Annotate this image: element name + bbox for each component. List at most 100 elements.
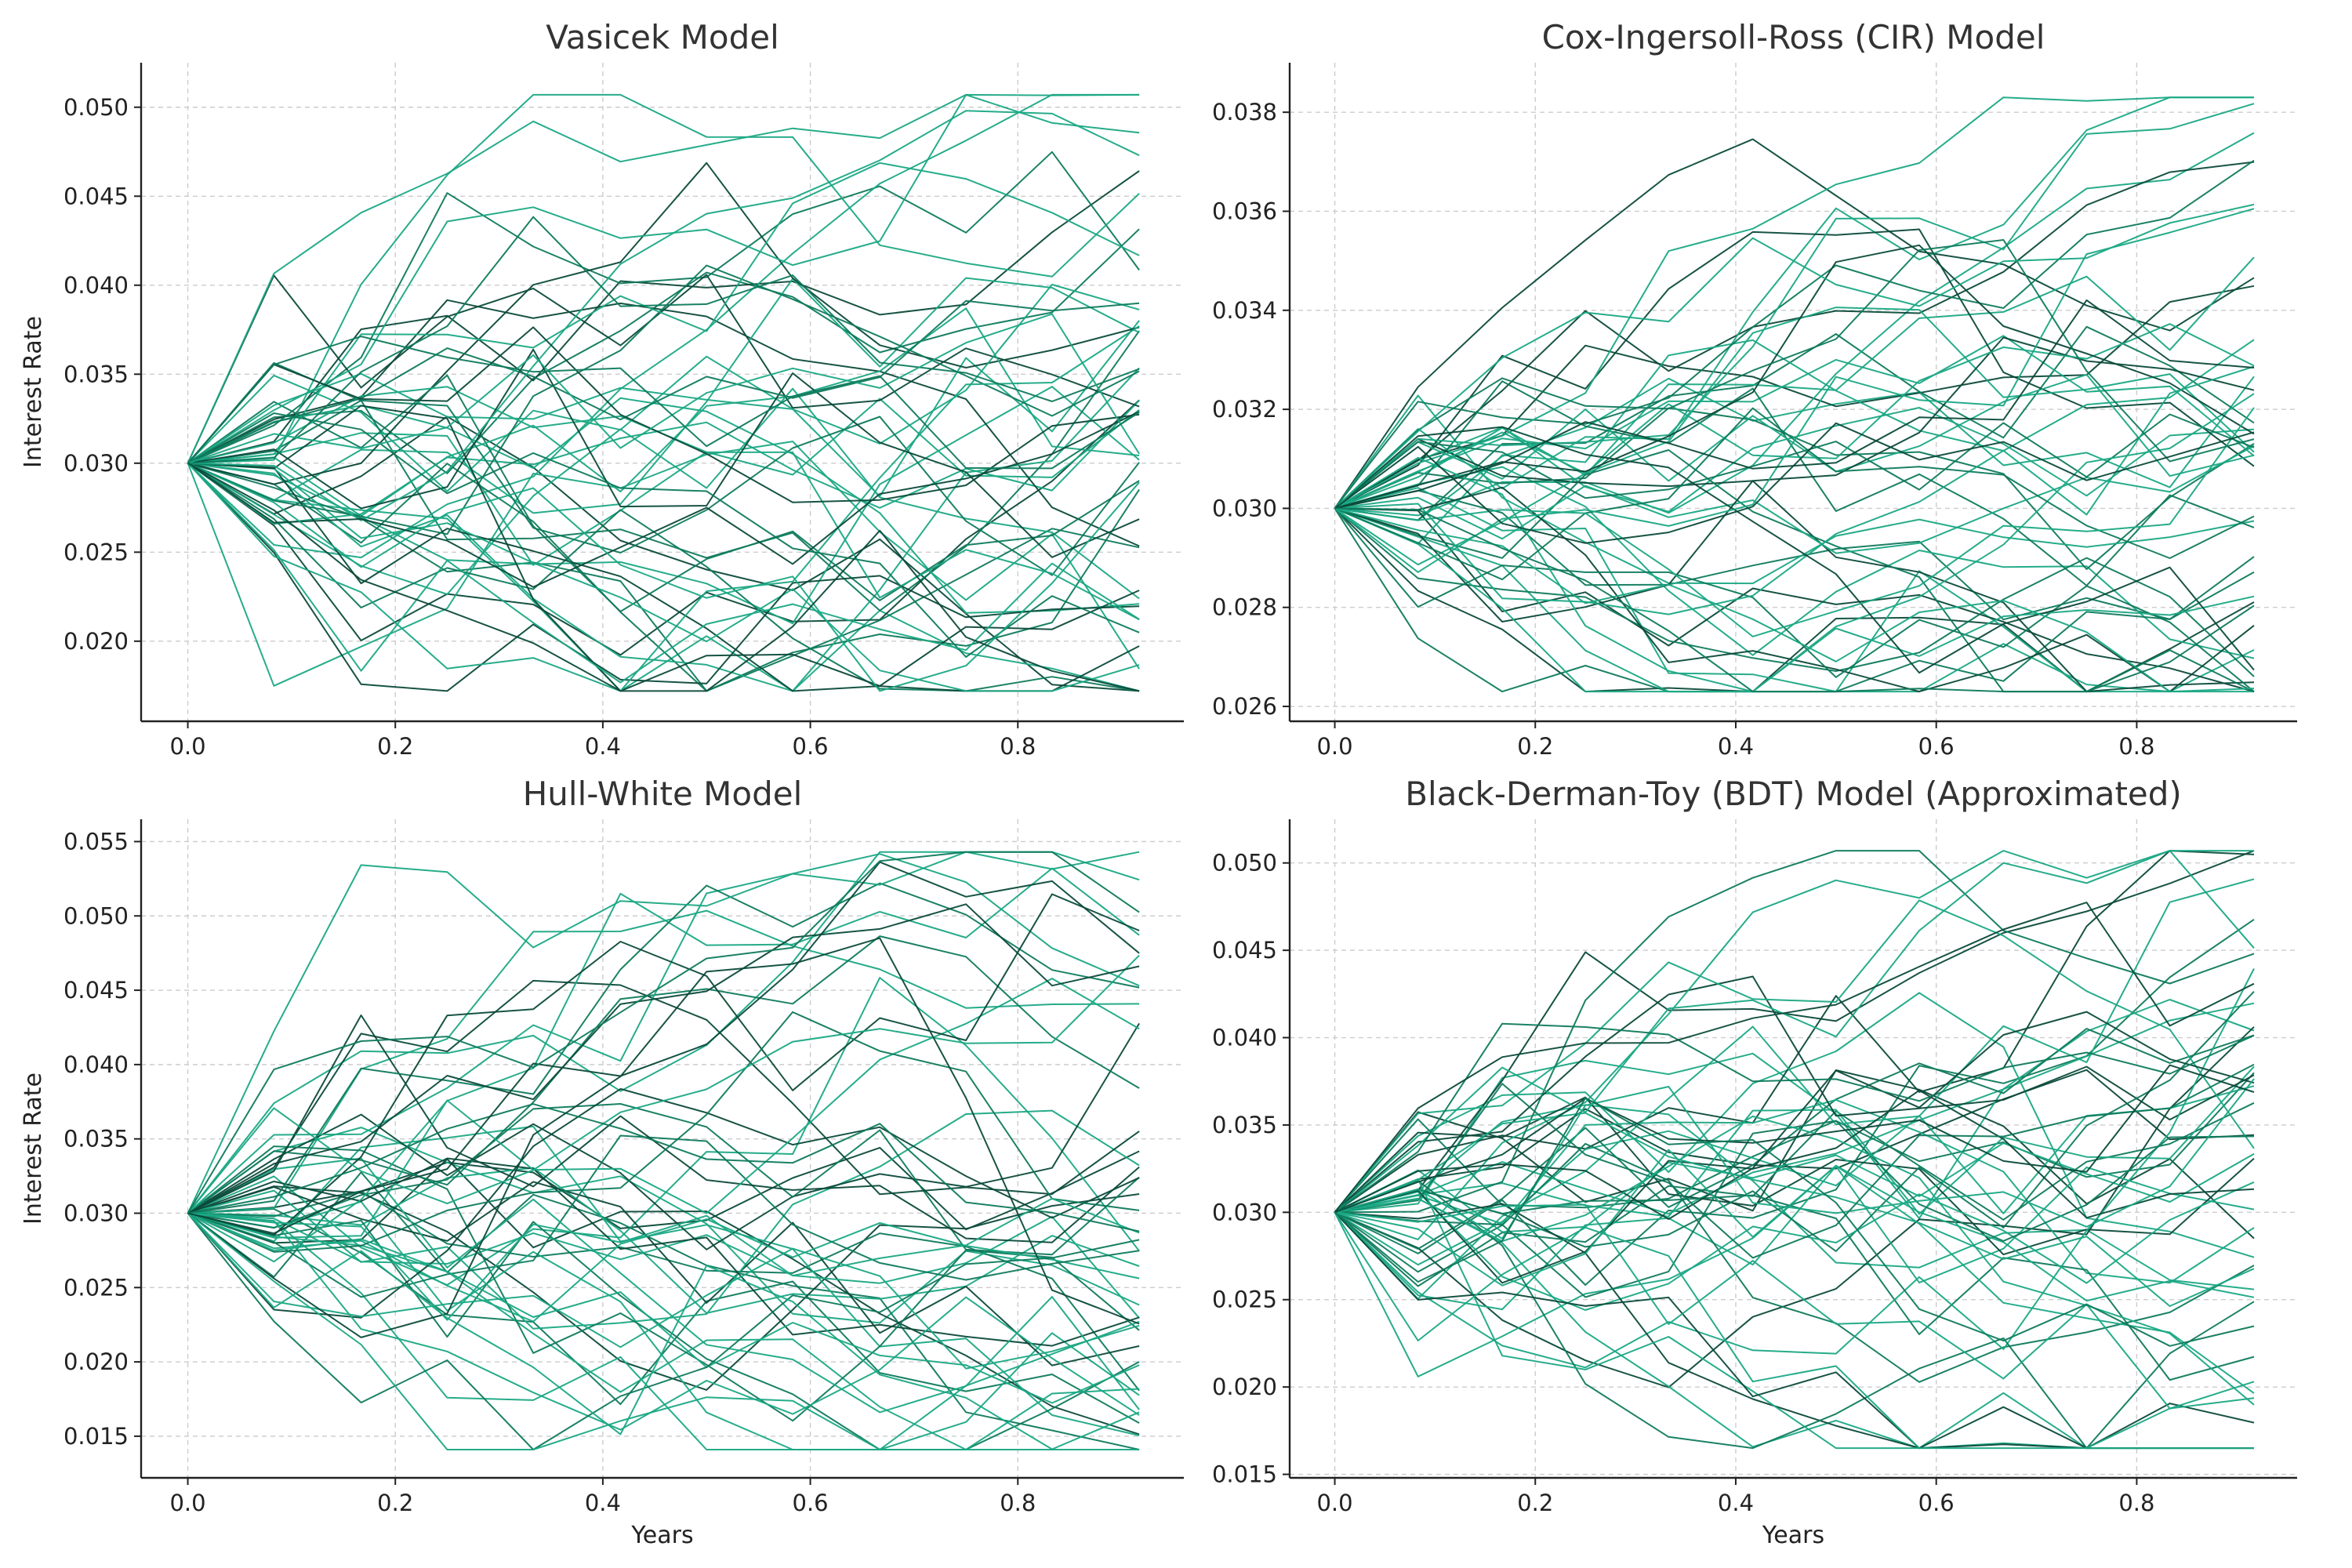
- series-line: [1334, 1142, 2255, 1383]
- series-line: [1334, 376, 2255, 521]
- series-line: [1334, 228, 2255, 510]
- y-tick-label: 0.030: [64, 450, 129, 477]
- series-line: [1334, 413, 2255, 510]
- series-line: [1334, 96, 2254, 510]
- series-line: [187, 326, 1140, 503]
- series-line: [1334, 507, 2255, 693]
- x-tick-label: 0.2: [377, 733, 413, 760]
- series-line: [187, 1125, 1140, 1436]
- series-line: [187, 1103, 1140, 1232]
- x-axis-label: Years: [1762, 1522, 1824, 1549]
- series-line: [1334, 1065, 2255, 1218]
- series-line: [1334, 850, 2255, 1214]
- series-line: [1334, 1115, 2255, 1406]
- series-line: [187, 462, 1140, 692]
- series-line: [1334, 161, 2255, 510]
- series-line: [1334, 1098, 2255, 1284]
- x-axis-label: Years: [630, 1522, 693, 1549]
- series-line: [187, 1146, 1140, 1231]
- y-tick-label: 0.045: [1212, 937, 1277, 964]
- series-line: [187, 462, 1140, 692]
- series-line: [187, 361, 1140, 576]
- series-line: [187, 228, 1140, 474]
- series-line: [1334, 336, 2255, 622]
- y-tick-label: 0.040: [64, 1051, 129, 1078]
- x-tick-label: 0.6: [1918, 733, 1955, 760]
- y-tick-label: 0.020: [1212, 1374, 1277, 1400]
- series-line: [1334, 1063, 2255, 1259]
- series-line: [187, 277, 1140, 514]
- series-line: [1334, 380, 2255, 586]
- series-line: [187, 1011, 1140, 1253]
- series-line: [187, 1212, 1140, 1450]
- chart-title: Cox-Ingersoll-Ross (CIR) Model: [1542, 18, 2045, 56]
- series-line: [187, 1212, 1140, 1450]
- series-line: [1334, 456, 2255, 693]
- y-tick-label: 0.040: [64, 272, 129, 299]
- y-tick-label: 0.038: [1212, 99, 1277, 125]
- y-tick-label: 0.030: [1212, 495, 1277, 521]
- series-line: [187, 284, 1140, 464]
- series-line: [1334, 507, 2255, 692]
- series-line: [187, 416, 1140, 692]
- x-tick-label: 0.4: [1718, 733, 1754, 760]
- y-tick-label: 0.040: [1212, 1025, 1277, 1051]
- series-line: [187, 1212, 1140, 1450]
- x-tick-label: 0.8: [1000, 1490, 1036, 1516]
- chart-panel-4: 0.0 0.2 0.4 0.6 0.8 0.015 0.020 0.025 0.030 0.035…: [1212, 775, 2297, 1549]
- series-line: [187, 1197, 1140, 1321]
- series-line: [187, 1212, 1140, 1319]
- series-line: [187, 93, 1140, 464]
- series-line: [1334, 487, 2255, 693]
- series-line: [1334, 407, 2255, 570]
- series-line: [187, 1087, 1140, 1319]
- series-line: [187, 162, 1140, 485]
- series-line: [187, 325, 1140, 692]
- series-line: [187, 412, 1140, 658]
- series-line: [187, 893, 1140, 1236]
- series-line: [187, 1212, 1140, 1370]
- series-line: [187, 313, 1140, 464]
- series-line: [187, 93, 1140, 464]
- y-tick-label: 0.036: [1212, 198, 1277, 224]
- y-tick-label: 0.025: [64, 539, 129, 565]
- y-tick-label: 0.035: [1212, 1112, 1277, 1138]
- series-line: [187, 935, 1140, 1214]
- series-line: [1334, 850, 2255, 1214]
- series-line: [1334, 1164, 2255, 1377]
- series-line: [1334, 918, 2255, 1286]
- series-line: [1334, 1089, 2255, 1284]
- series-line: [1334, 323, 2255, 566]
- series-line: [1334, 1011, 2255, 1220]
- y-tick-label: 0.050: [64, 902, 129, 929]
- series-line: [1334, 325, 2255, 521]
- series-line: [187, 1212, 1140, 1450]
- series-line: [1334, 244, 2255, 510]
- series-line: [187, 462, 1140, 692]
- series-line: [1334, 1078, 2255, 1240]
- series-line: [187, 374, 1140, 612]
- y-tick-label: 0.050: [1212, 850, 1277, 877]
- series-line: [187, 1109, 1140, 1330]
- series-line: [1334, 299, 2255, 510]
- series-line: [1334, 1097, 2255, 1347]
- series-line: [187, 367, 1140, 692]
- x-tick-label: 0.0: [1316, 1490, 1352, 1516]
- y-tick-label: 0.020: [64, 628, 129, 655]
- series-line: [1334, 449, 2255, 693]
- series-line: [187, 400, 1140, 525]
- series-line: [187, 387, 1140, 600]
- series-line: [1334, 1102, 2255, 1287]
- series-line: [187, 462, 1140, 692]
- series-line: [1334, 239, 2255, 510]
- x-tick-label: 0.4: [585, 733, 621, 760]
- y-axis-label: Interest Rate: [20, 316, 47, 468]
- x-tick-label: 0.4: [585, 1490, 621, 1516]
- series-line: [1334, 256, 2255, 510]
- series-line: [1334, 1072, 2255, 1213]
- y-tick-label: 0.034: [1212, 297, 1277, 324]
- series-line: [187, 1127, 1140, 1324]
- y-tick-label: 0.035: [64, 361, 129, 387]
- series-line: [1334, 373, 2255, 510]
